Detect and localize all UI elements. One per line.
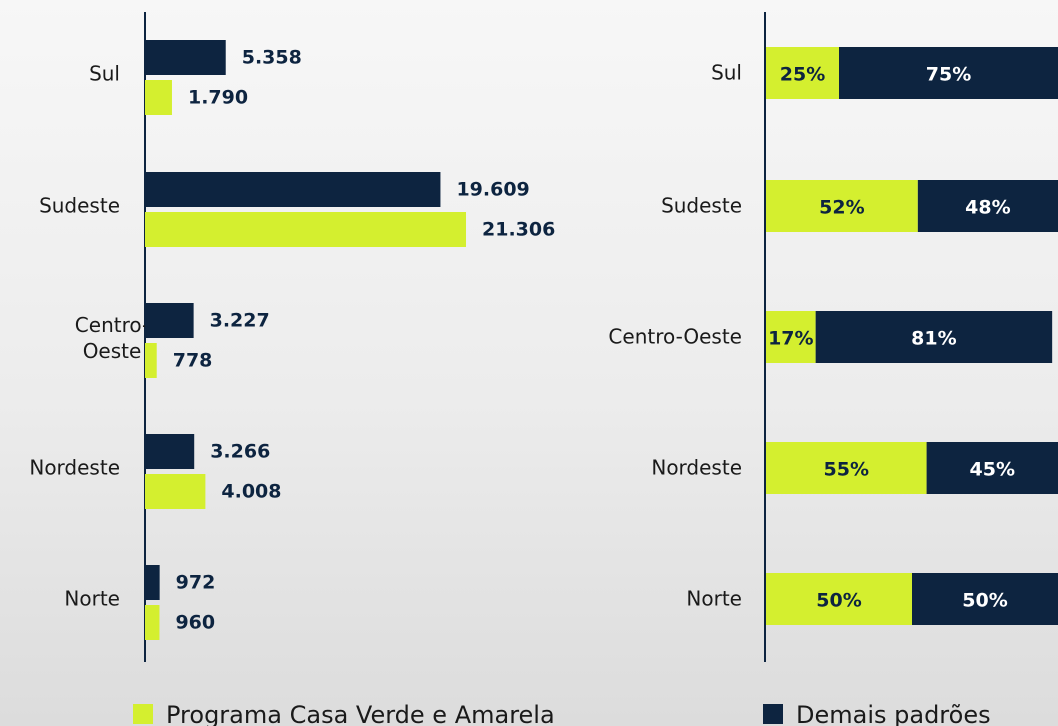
category-label: Norte bbox=[686, 587, 742, 611]
bar bbox=[145, 565, 160, 600]
category-label: Sul bbox=[89, 62, 120, 86]
bar bbox=[145, 434, 194, 469]
bar bbox=[145, 474, 205, 509]
bar bbox=[145, 172, 440, 207]
category-label: Nordeste bbox=[29, 456, 120, 480]
value-label: 3.227 bbox=[210, 310, 270, 332]
value-label: 3.266 bbox=[210, 441, 270, 463]
bar bbox=[145, 303, 194, 338]
bar bbox=[145, 212, 466, 247]
category-label: Norte bbox=[64, 587, 120, 611]
legend-label: Demais padrões bbox=[796, 701, 991, 726]
value-label: 25% bbox=[780, 64, 825, 86]
legend-swatch bbox=[763, 704, 783, 724]
category-label: Centro-Oeste bbox=[608, 325, 742, 349]
bar bbox=[145, 40, 226, 75]
value-label: 45% bbox=[970, 459, 1015, 481]
value-label: 972 bbox=[176, 572, 216, 594]
chart: Sul 5.358 1.790 Sudeste 19.609 21.306 Centro-O… bbox=[0, 0, 1058, 726]
value-label: 19.609 bbox=[456, 179, 529, 201]
value-label: 75% bbox=[926, 64, 971, 86]
page: Sul 5.358 1.790 Sudeste 19.609 21.306 Centro-O… bbox=[0, 0, 1058, 726]
value-label: 50% bbox=[962, 590, 1007, 612]
category-label: Sul bbox=[711, 61, 742, 85]
category-label: Sudeste bbox=[661, 194, 742, 218]
value-label: 778 bbox=[173, 350, 213, 372]
category-label: Nordeste bbox=[651, 456, 742, 480]
value-label: 50% bbox=[816, 590, 861, 612]
bar bbox=[145, 605, 159, 640]
bar bbox=[145, 80, 172, 115]
value-label: 55% bbox=[824, 459, 869, 481]
value-label: 5.358 bbox=[242, 47, 302, 69]
bar bbox=[145, 343, 157, 378]
value-label: 1.790 bbox=[188, 87, 248, 109]
value-label: 21.306 bbox=[482, 219, 555, 241]
category-label: Sudeste bbox=[39, 194, 120, 218]
value-label: 48% bbox=[965, 197, 1010, 219]
legend-label: Programa Casa Verde e Amarela bbox=[166, 701, 555, 726]
value-label: 4.008 bbox=[221, 481, 281, 503]
legend-swatch bbox=[133, 704, 153, 724]
value-label: 52% bbox=[819, 197, 864, 219]
value-label: 960 bbox=[175, 612, 215, 634]
value-label: 17% bbox=[768, 328, 813, 350]
category-label: Centro-Oeste bbox=[75, 313, 149, 363]
value-label: 81% bbox=[911, 328, 956, 350]
